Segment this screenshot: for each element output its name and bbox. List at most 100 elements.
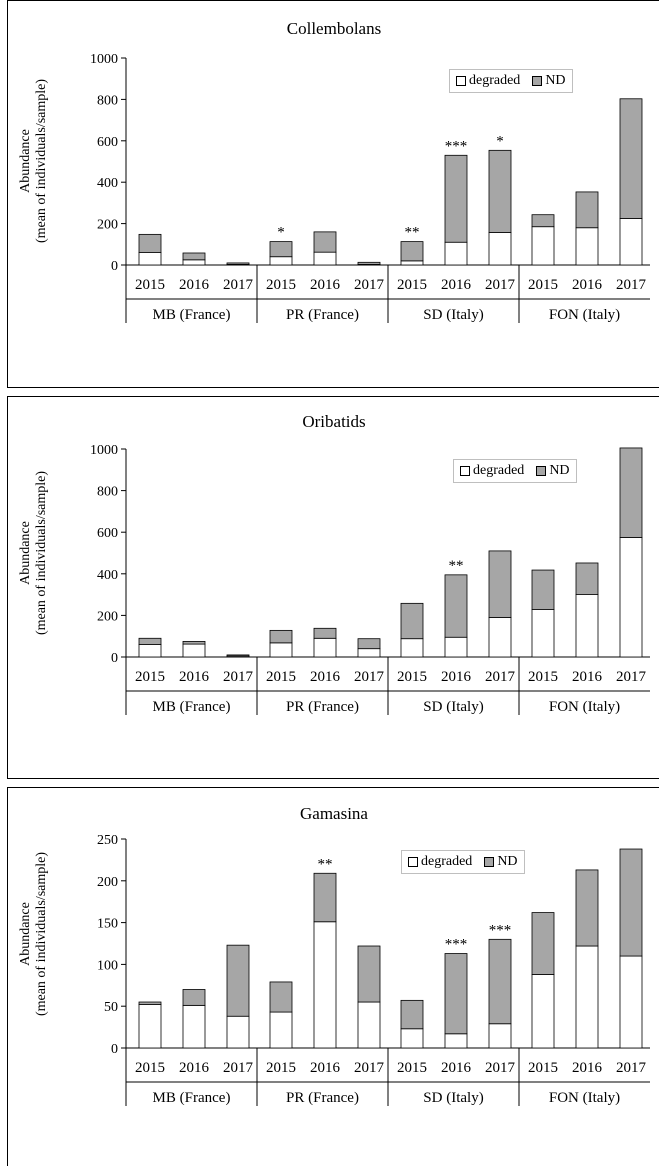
bar-nd <box>575 191 599 229</box>
bar-nd <box>182 640 206 645</box>
group-label: PR (France) <box>286 699 359 715</box>
group-label: FON (Italy) <box>549 307 620 323</box>
y-tick-label: 0 <box>111 1042 118 1057</box>
bar-degraded <box>531 974 555 1049</box>
bar-degraded <box>488 1023 512 1049</box>
legend: degraded ND <box>453 459 577 483</box>
y-tick-label: 200 <box>97 218 118 233</box>
y-tick-label: 1000 <box>90 52 118 67</box>
significance-label: * <box>496 133 504 149</box>
x-tick-label: 2015 <box>397 277 427 293</box>
x-tick-label: 2017 <box>223 1060 254 1076</box>
bar-nd <box>400 999 424 1030</box>
bar-degraded <box>444 636 468 658</box>
bar-nd <box>619 447 643 538</box>
bar-degraded <box>488 617 512 658</box>
y-tick-label: 50 <box>104 1000 118 1015</box>
bar-degraded <box>138 644 162 658</box>
x-tick-label: 2016 <box>572 669 603 685</box>
x-tick-label: 2017 <box>485 277 516 293</box>
bar-nd <box>531 214 555 228</box>
y-tick-label: 600 <box>97 135 118 150</box>
chart-panel-oribatids: Oribatids Abundance (mean of individuals/… <box>7 396 659 779</box>
y-tick-label: 400 <box>97 176 118 191</box>
x-tick-label: 2017 <box>616 1060 647 1076</box>
significance-label: ** <box>318 856 333 872</box>
bar-degraded <box>357 1001 381 1049</box>
bar-nd <box>575 869 599 947</box>
y-tick-label: 200 <box>97 875 118 890</box>
bar-nd <box>182 989 206 1006</box>
x-tick-label: 2015 <box>528 277 558 293</box>
legend-label-degraded: degraded <box>473 463 525 478</box>
y-tick-label: 150 <box>97 917 118 932</box>
group-label: PR (France) <box>286 1090 359 1106</box>
legend-label-degraded: degraded <box>469 73 521 88</box>
group-label: SD (Italy) <box>423 1090 483 1106</box>
chart-panel-collembolans: Collembolans Abundance (mean of individua… <box>7 0 659 388</box>
x-tick-label: 2017 <box>354 277 385 293</box>
x-tick-label: 2017 <box>485 1060 516 1076</box>
x-tick-label: 2015 <box>397 669 427 685</box>
bar-degraded <box>575 594 599 658</box>
bar-degraded <box>444 241 468 266</box>
bar-degraded <box>138 1004 162 1049</box>
y-tick-label: 400 <box>97 568 118 583</box>
bar-nd <box>488 149 512 233</box>
legend-swatch-degraded <box>456 76 466 86</box>
significance-label: *** <box>489 922 512 938</box>
bar-degraded <box>269 256 293 266</box>
bar-nd <box>138 637 162 645</box>
chart-plot: 0 200 400 600 800 1000 2015 2016 2017 2015 * 2016 20… <box>90 52 650 323</box>
bar-nd <box>357 638 381 650</box>
group-label: MB (France) <box>153 307 231 323</box>
x-tick-label: 2016 <box>441 1060 472 1076</box>
bar-nd <box>444 154 468 243</box>
legend-label-nd: ND <box>497 854 518 869</box>
bar-degraded <box>269 642 293 658</box>
x-tick-label: 2016 <box>310 669 341 685</box>
x-tick-label: 2015 <box>135 1060 165 1076</box>
legend-label-nd: ND <box>549 463 570 478</box>
x-tick-label: 2016 <box>310 277 341 293</box>
x-tick-label: 2016 <box>179 1060 210 1076</box>
bar-nd <box>488 550 512 618</box>
y-tick-label: 100 <box>97 958 118 973</box>
x-tick-label: 2016 <box>441 277 472 293</box>
bar-nd <box>357 261 381 265</box>
y-tick-label: 800 <box>97 93 118 108</box>
x-tick-label: 2015 <box>528 669 558 685</box>
legend-label-nd: ND <box>545 73 566 88</box>
x-tick-label: 2016 <box>572 277 603 293</box>
bar-degraded <box>619 218 643 266</box>
bar-nd <box>619 848 643 957</box>
bar-degraded <box>531 609 555 658</box>
bar-nd <box>531 912 555 975</box>
bar-nd <box>619 98 643 219</box>
bar-nd <box>575 562 599 595</box>
bar-nd <box>226 944 250 1017</box>
legend-label-degraded: degraded <box>421 854 473 869</box>
bar-degraded <box>444 1033 468 1049</box>
legend-swatch-degraded <box>408 857 418 867</box>
bar-nd <box>400 241 424 262</box>
legend-swatch-degraded <box>460 466 470 476</box>
bar-nd <box>313 231 337 253</box>
bar-nd <box>313 627 337 639</box>
group-label: FON (Italy) <box>549 699 620 715</box>
x-tick-label: 2017 <box>485 669 516 685</box>
x-tick-label: 2016 <box>179 669 210 685</box>
x-tick-label: 2015 <box>135 669 165 685</box>
bar-nd <box>138 233 162 253</box>
chart-title: Oribatids <box>302 412 366 431</box>
x-tick-label: 2015 <box>266 669 296 685</box>
bar-degraded <box>313 921 337 1049</box>
significance-label: *** <box>445 138 468 154</box>
legend-swatch-nd <box>532 76 543 86</box>
x-tick-label: 2015 <box>528 1060 558 1076</box>
x-tick-label: 2017 <box>223 277 254 293</box>
group-label: PR (France) <box>286 307 359 323</box>
bar-nd <box>269 981 293 1013</box>
x-tick-label: 2015 <box>135 277 165 293</box>
significance-label: ** <box>405 225 420 241</box>
